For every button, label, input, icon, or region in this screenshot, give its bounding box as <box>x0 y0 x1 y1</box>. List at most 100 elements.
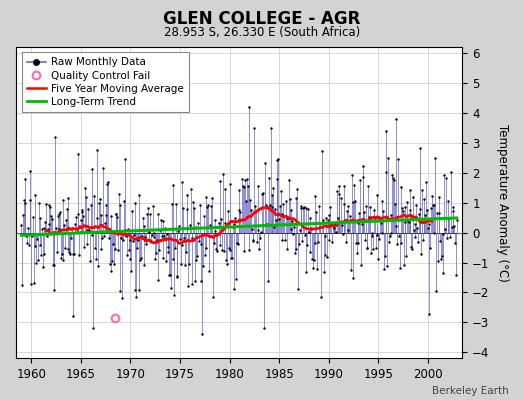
Point <box>86 202 95 208</box>
Point <box>162 231 171 238</box>
Point <box>413 238 422 245</box>
Point <box>306 249 314 255</box>
Point <box>367 250 375 256</box>
Point <box>320 269 328 275</box>
Point <box>61 245 69 252</box>
Point <box>432 288 440 294</box>
Point <box>96 212 105 219</box>
Point <box>328 239 336 245</box>
Point <box>447 224 456 231</box>
Point <box>284 215 292 221</box>
Point <box>445 215 453 221</box>
Point <box>329 223 337 230</box>
Point <box>188 235 196 241</box>
Point <box>380 253 389 260</box>
Point <box>254 183 262 189</box>
Point <box>174 228 182 234</box>
Point <box>63 246 72 252</box>
Point <box>30 192 39 198</box>
Point <box>72 226 81 232</box>
Point <box>19 212 27 218</box>
Point <box>271 206 279 213</box>
Point <box>213 248 221 254</box>
Point <box>320 232 329 239</box>
Point <box>234 187 243 193</box>
Point <box>133 245 141 251</box>
Point <box>49 262 57 268</box>
Point <box>129 232 138 238</box>
Point <box>325 237 334 244</box>
Point <box>416 145 424 152</box>
Point <box>57 255 65 261</box>
Point <box>125 237 134 243</box>
Point <box>412 202 420 208</box>
Point <box>68 225 76 232</box>
Point <box>250 125 258 131</box>
Point <box>29 214 37 220</box>
Point <box>309 265 317 272</box>
Point <box>182 192 191 198</box>
Point <box>22 232 30 239</box>
Point <box>390 200 399 207</box>
Point <box>234 240 242 247</box>
Point <box>395 232 403 239</box>
Point <box>430 230 439 236</box>
Point <box>414 210 423 217</box>
Y-axis label: Temperature Anomaly (°C): Temperature Anomaly (°C) <box>496 124 509 282</box>
Point <box>249 238 258 244</box>
Point <box>146 211 155 217</box>
Point <box>302 268 311 275</box>
Point <box>251 202 259 209</box>
Point <box>37 252 46 258</box>
Point <box>264 277 272 284</box>
Point <box>406 187 414 193</box>
Point <box>102 212 110 218</box>
Point <box>340 183 348 190</box>
Point <box>215 178 224 184</box>
Point <box>397 240 406 246</box>
Point <box>200 213 208 219</box>
Point <box>238 176 246 182</box>
Point <box>303 241 311 248</box>
Point <box>398 205 406 212</box>
Point <box>235 206 244 213</box>
Point <box>341 217 350 224</box>
Point <box>19 197 28 203</box>
Point <box>52 225 60 232</box>
Point <box>221 220 229 226</box>
Point <box>131 200 139 206</box>
Point <box>140 262 149 268</box>
Point <box>248 236 257 243</box>
Point <box>364 183 373 189</box>
Point <box>349 275 357 281</box>
Point <box>64 195 73 201</box>
Point <box>233 240 241 246</box>
Point <box>256 235 264 242</box>
Point <box>116 288 125 294</box>
Point <box>38 225 46 232</box>
Point <box>157 216 165 223</box>
Point <box>322 215 330 221</box>
Point <box>226 247 235 253</box>
Point <box>347 266 355 273</box>
Point <box>350 182 358 188</box>
Point <box>384 155 392 162</box>
Point <box>118 295 126 302</box>
Point <box>168 201 176 207</box>
Point <box>220 248 228 254</box>
Point <box>439 231 447 237</box>
Point <box>199 263 208 270</box>
Point <box>387 212 396 218</box>
Point <box>280 213 288 220</box>
Point <box>261 202 270 208</box>
Point <box>258 222 267 229</box>
Point <box>259 190 268 196</box>
Point <box>336 218 344 225</box>
Point <box>297 203 305 210</box>
Point <box>225 181 234 187</box>
Point <box>228 224 237 231</box>
Point <box>406 206 414 213</box>
Point <box>357 221 366 227</box>
Point <box>101 220 109 226</box>
Point <box>294 286 302 292</box>
